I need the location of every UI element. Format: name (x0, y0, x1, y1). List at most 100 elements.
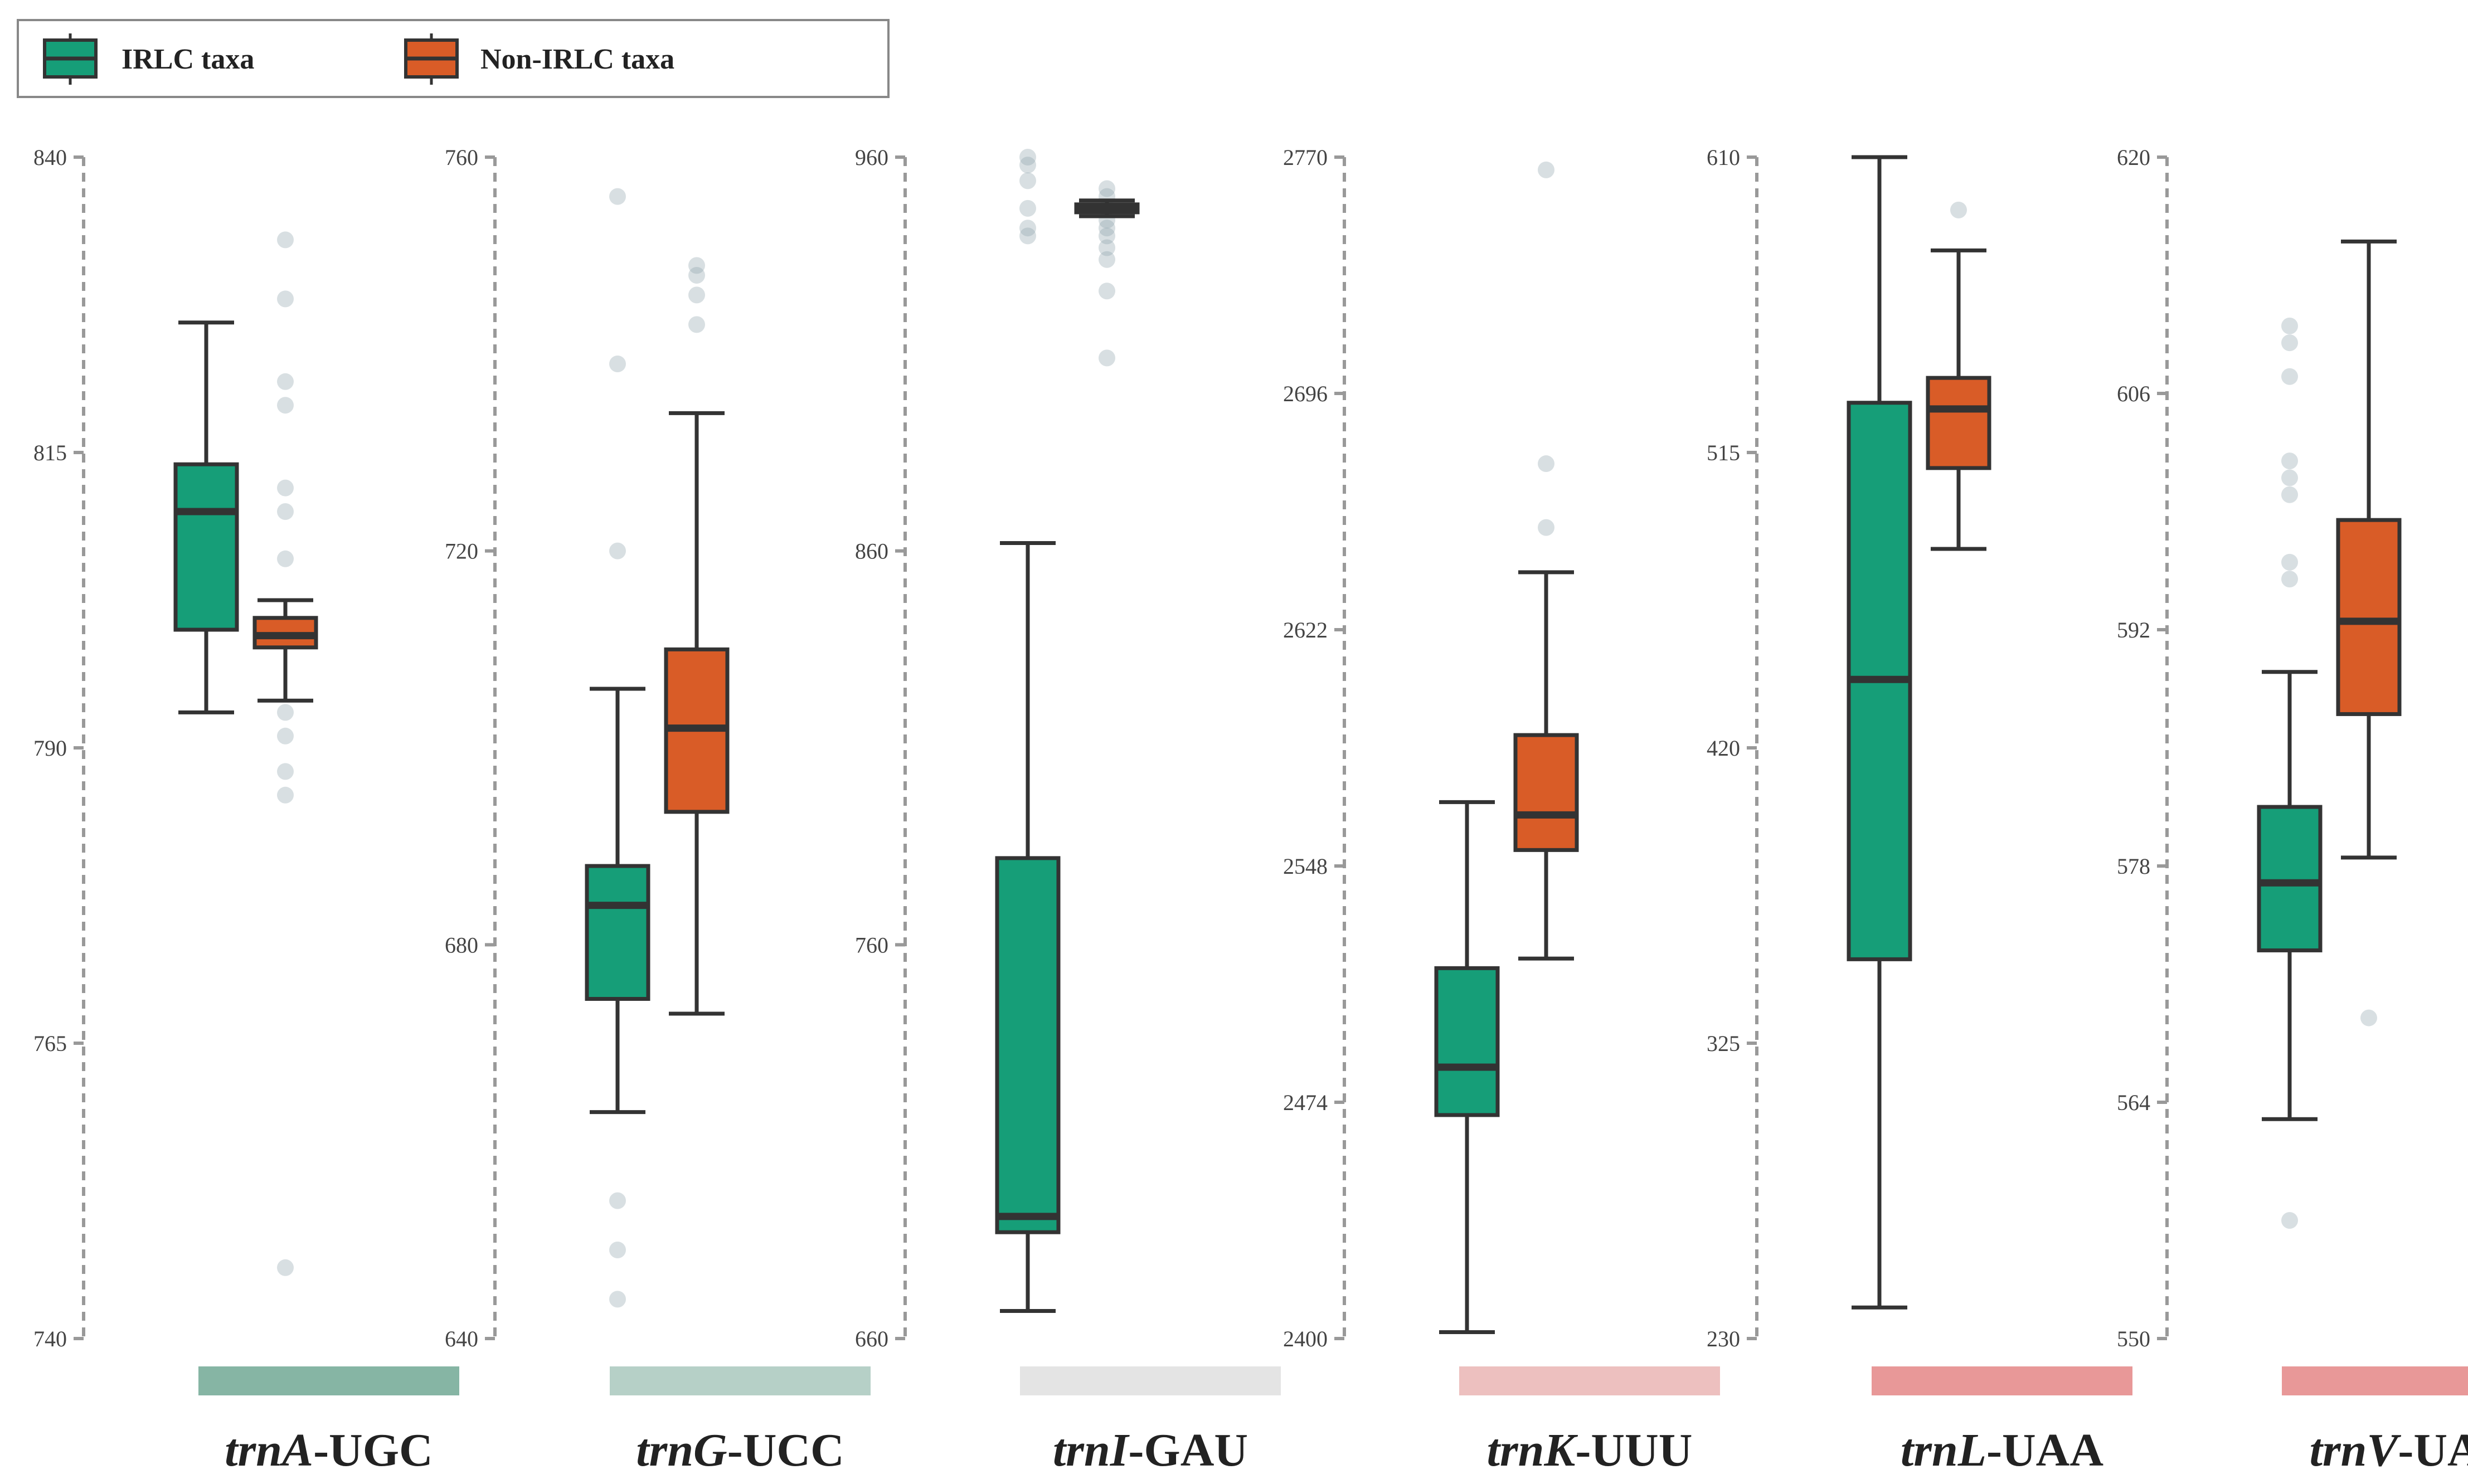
panel-trnI: 660 760 860 960 trnI-GAU (855, 145, 1281, 1476)
panel-strip (1872, 1366, 2132, 1395)
box-iqr (995, 856, 1061, 1234)
box-iqr (2336, 518, 2402, 716)
panel-title: trnG-UCC (636, 1424, 844, 1476)
panels: 740765790815840trnA-UGC640680720760trnG-… (33, 145, 2468, 1476)
panel-title: trnV-UAC (2310, 1424, 2468, 1476)
outlier-point (1538, 455, 1554, 473)
y-tick-label: 550 (2117, 1326, 2150, 1351)
y-tick-label: 760 (445, 145, 478, 170)
outlier-point (1019, 157, 1036, 174)
outlier-point (277, 397, 294, 414)
outlier-point (1099, 349, 1115, 367)
y-tick-label: 2548 (1283, 854, 1328, 879)
outlier-point (1099, 220, 1115, 237)
panel-strip (198, 1366, 459, 1395)
outlier-point (1538, 519, 1554, 536)
outlier-point (277, 727, 294, 745)
y-tick-label: 860 (855, 539, 888, 564)
outlier-point (2281, 334, 2298, 352)
outlier-point (688, 257, 705, 274)
box-irlc (1847, 155, 1912, 1310)
y-tick-label: 620 (2117, 145, 2150, 170)
outlier-point (277, 704, 294, 721)
gene-name: trnG (636, 1424, 727, 1476)
box-irlc (995, 149, 1061, 1313)
box-iqr (1513, 733, 1579, 852)
outlier-point (688, 286, 705, 304)
y-tick-label: 2770 (1283, 145, 1328, 170)
outlier-point (2281, 453, 2298, 470)
panel-trnA: 740 765 790 815 840 trnA-UGC (33, 145, 459, 1476)
y-tick-label: 578 (2117, 854, 2150, 879)
y-tick-label: 515 (1707, 440, 1740, 465)
box-non-irlc (2336, 239, 2402, 1026)
panel-strip (1459, 1366, 1720, 1395)
outlier-point (1099, 239, 1115, 256)
y-tick-label: 2474 (1283, 1090, 1328, 1115)
y-tick-label: 606 (2117, 381, 2150, 406)
panel-trnG: 640 680 720 760 trnG-UCC (445, 145, 871, 1476)
outlier-point (2281, 317, 2298, 334)
outlier-point (1019, 172, 1036, 189)
outlier-point (609, 1291, 626, 1308)
outlier-point (688, 267, 705, 284)
outlier-point (277, 503, 294, 520)
outlier-point (1538, 161, 1554, 178)
gene-name: trnA (225, 1424, 313, 1476)
y-tick-label: 740 (33, 1326, 67, 1351)
legend-entry: IRLC taxa (43, 33, 254, 85)
outlier-point (277, 550, 294, 567)
y-tick-label: 760 (855, 932, 888, 957)
box-iqr (585, 864, 650, 1001)
legend-entry: Non-IRLC taxa (404, 33, 674, 85)
y-tick-label: 610 (1707, 145, 1740, 170)
outlier-point (2281, 1212, 2298, 1229)
anticodon: -UGC (313, 1424, 433, 1476)
anticodon: -UCC (727, 1424, 844, 1476)
y-tick-label: 230 (1707, 1326, 1740, 1351)
outlier-point (1019, 227, 1036, 245)
outlier-point (1019, 200, 1036, 217)
anticodon: -UAC (2398, 1424, 2468, 1476)
legend-label: Non-IRLC taxa (480, 43, 674, 75)
box-irlc (173, 320, 239, 714)
gene-name: trnI (1053, 1424, 1130, 1476)
outlier-point (2281, 571, 2298, 588)
y-tick-label: 640 (445, 1326, 478, 1351)
outlier-point (609, 542, 626, 559)
legend: IRLC taxa Non-IRLC taxa (17, 19, 890, 98)
outlier-point (1019, 220, 1036, 237)
outlier-point (609, 1192, 626, 1209)
y-tick-label: 660 (855, 1326, 888, 1351)
outlier-point (277, 373, 294, 390)
outlier-point (2281, 368, 2298, 385)
y-tick-label: 592 (2117, 617, 2150, 643)
outlier-point (1950, 201, 1967, 218)
y-tick-label: 564 (2117, 1090, 2150, 1115)
outlier-point (1019, 149, 1036, 166)
y-tick-label: 2696 (1283, 381, 1328, 406)
anticodon: -UAA (1986, 1424, 2103, 1476)
box-iqr (2257, 805, 2323, 952)
outlier-point (1099, 227, 1115, 245)
outlier-point (1099, 283, 1115, 300)
gene-name: trnL (1901, 1424, 1986, 1476)
panel-trnK: 2400 2474 2548 2622 2696 2770 trnK-UUU (1283, 145, 1720, 1476)
panel-title: trnL-UAA (1901, 1424, 2103, 1476)
outlier-point (2360, 1009, 2377, 1026)
outlier-point (2281, 553, 2298, 571)
y-tick-label: 790 (33, 736, 67, 761)
panel-strip (610, 1366, 871, 1395)
outlier-point (609, 356, 626, 372)
gene-name: trnV (2310, 1424, 2402, 1476)
box-non-irlc (1074, 180, 1140, 367)
outlier-point (277, 231, 294, 249)
outlier-point (2281, 486, 2298, 503)
box-irlc (1434, 800, 1500, 1335)
y-tick-label: 720 (445, 539, 478, 564)
outlier-point (277, 1259, 294, 1276)
gene-name: trnK (1487, 1424, 1578, 1476)
box-non-irlc (1926, 201, 1991, 551)
y-tick-label: 680 (445, 932, 478, 957)
panel-title: trnK-UUU (1487, 1424, 1693, 1476)
